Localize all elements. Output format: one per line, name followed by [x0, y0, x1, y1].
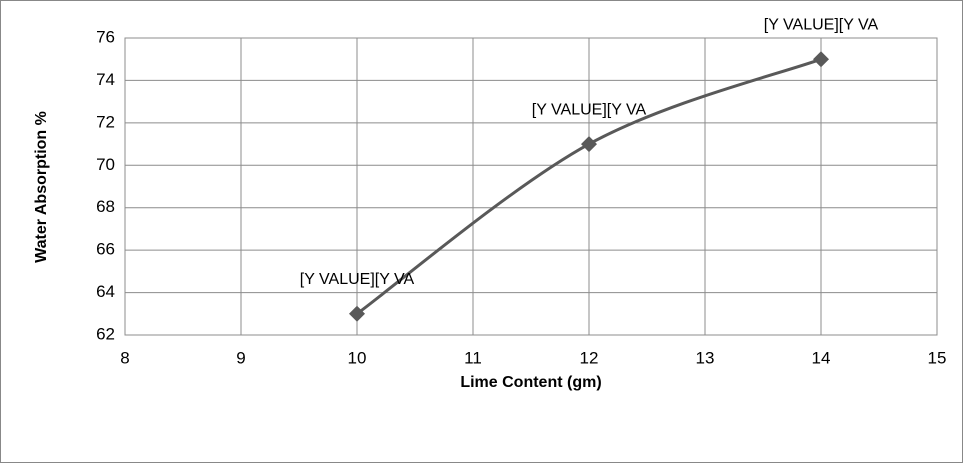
x-tick-label: 10	[348, 348, 367, 367]
x-tick-label: 15	[928, 348, 947, 367]
y-tick-label: 74	[96, 70, 115, 89]
x-tick-label: 14	[812, 348, 831, 367]
y-tick-label: 68	[96, 197, 115, 216]
x-tick-label: 13	[696, 348, 715, 367]
x-tick-label: 11	[464, 348, 482, 367]
y-axis-title: Water Absorption %	[33, 111, 50, 263]
data-label: [Y VALUE][Y VA	[532, 101, 647, 118]
plot-frame	[124, 37, 938, 336]
data-point	[581, 136, 597, 153]
y-tick-label: 76	[96, 27, 115, 46]
y-tick-label: 70	[96, 155, 115, 174]
data-label: [Y VALUE][Y VA	[764, 16, 879, 33]
x-tick-label: 8	[120, 348, 129, 367]
y-tick-label: 66	[96, 240, 115, 259]
y-tick-label: 64	[96, 282, 115, 301]
x-axis-title: Lime Content (gm)	[460, 374, 601, 391]
data-label: [Y VALUE][Y VA	[300, 271, 415, 288]
y-tick-label: 72	[96, 112, 115, 131]
data-point	[813, 51, 829, 68]
x-tick-label: 9	[236, 348, 245, 367]
x-tick-label: 12	[580, 348, 599, 367]
y-tick-label: 62	[96, 324, 115, 343]
data-point	[349, 305, 365, 322]
